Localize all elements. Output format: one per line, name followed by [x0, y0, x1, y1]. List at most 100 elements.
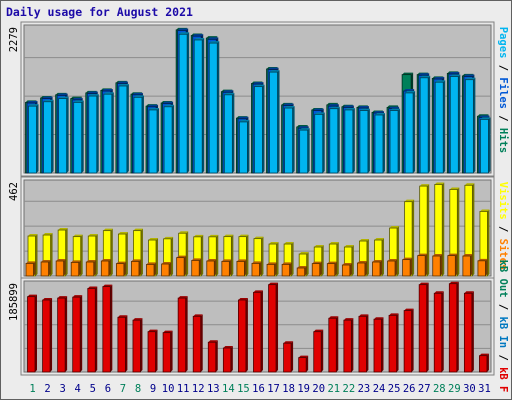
kbytes-bar-top	[419, 282, 429, 285]
pages-bar-side	[36, 104, 39, 173]
kbytes-bar-side	[155, 329, 158, 372]
sites-bar-side	[214, 259, 217, 276]
pages-bar-side	[126, 83, 129, 173]
visits-bar-side	[216, 234, 219, 276]
sites-bar-side	[259, 261, 262, 276]
sites-bar	[357, 262, 366, 277]
visits-bar-side	[442, 182, 445, 276]
pages-bar-side	[217, 41, 220, 174]
visits-bar-side	[427, 184, 430, 276]
visits-bar-top	[208, 234, 219, 237]
kbytes-bar-top	[404, 308, 414, 311]
sites-bar	[131, 261, 140, 277]
pages-bar	[434, 81, 444, 174]
visits-bar-side	[412, 199, 415, 276]
sites-bar	[55, 260, 65, 277]
day-label: 21	[327, 383, 340, 395]
pages-bar-side	[398, 108, 401, 173]
visits-bar-side	[95, 234, 98, 276]
files-bar-top	[132, 92, 143, 95]
sites-bar	[462, 255, 471, 277]
pages-bar	[359, 110, 369, 174]
kbytes-bar-side	[396, 313, 399, 372]
day-label: 15	[237, 383, 250, 395]
kbytes-bar	[463, 292, 473, 373]
files-bar-top	[222, 90, 234, 93]
kbytes-bar-side	[140, 318, 143, 372]
visits-bar-side	[80, 234, 83, 276]
sites-bar	[25, 263, 34, 277]
pages-bar	[118, 85, 128, 174]
files-bar-top	[268, 67, 279, 70]
sites-bar-side	[78, 260, 81, 276]
visits-bar-top	[434, 182, 445, 185]
kbytes-bar	[268, 284, 277, 373]
files-bar-top	[463, 74, 475, 77]
visits-bar-side	[186, 231, 189, 276]
sites-bar-side	[244, 259, 247, 276]
pages-bar-top	[299, 128, 310, 131]
pages-bar-top	[374, 112, 385, 115]
sites-bar	[176, 257, 185, 277]
visits-bar-top	[103, 228, 113, 231]
visits-bar-top	[284, 242, 294, 245]
day-label: 19	[297, 383, 310, 395]
sites-bar-side	[48, 260, 51, 276]
kbytes-bar-top	[208, 340, 218, 343]
pages-bar-side	[247, 119, 250, 173]
files-bar-top	[177, 28, 189, 31]
sites-bar-top	[26, 261, 36, 264]
kbytes-bar-side	[125, 315, 128, 372]
pages-bar-top	[465, 77, 476, 80]
pages-bar	[464, 79, 474, 174]
files-bar-top	[72, 97, 83, 100]
sites-bar-side	[319, 261, 322, 276]
visits-bar-top	[133, 228, 143, 231]
day-label: 23	[358, 383, 371, 395]
pages-bar-top	[28, 104, 39, 107]
kbytes-bar-side	[351, 318, 354, 372]
files-bar-top	[313, 108, 324, 111]
kbytes-bar-side	[306, 355, 309, 372]
files-bar-top	[388, 106, 400, 109]
sites-bar-top	[176, 255, 187, 258]
sites-bar	[161, 263, 170, 277]
kbytes-bar-top	[328, 316, 339, 319]
visits-bar-side	[201, 234, 204, 276]
visits-bar-top	[404, 199, 415, 202]
visits-bar-side	[276, 242, 279, 276]
kbytes-bar-top	[163, 330, 173, 333]
day-label: 17	[267, 383, 280, 395]
visits-bar-side	[50, 233, 53, 276]
pages-bar-top	[118, 83, 129, 86]
day-label: 16	[252, 383, 265, 395]
sites-bar-side	[199, 258, 202, 276]
sites-bar	[281, 264, 290, 277]
sites-bar-top	[206, 259, 217, 262]
files-bar-top	[207, 37, 219, 40]
kbytes-bar	[298, 357, 307, 373]
kbytes-bar-side	[336, 316, 339, 372]
visits-bar-top	[193, 234, 204, 237]
sites-bar-side	[138, 259, 141, 276]
visits-bar-top	[238, 234, 249, 237]
kbytes-bar-side	[426, 282, 429, 372]
kbytes-bar-top	[449, 281, 459, 284]
pages-bar	[389, 110, 399, 174]
files-bar-top	[343, 105, 354, 108]
pages-bar-top	[164, 104, 175, 107]
right-label-kbytes-kb-f: kB F	[497, 367, 509, 392]
sites-bar	[432, 255, 441, 277]
pages-bar	[404, 92, 414, 174]
sites-bar	[372, 261, 381, 277]
kbytes-bar	[117, 316, 126, 373]
sites-bar-top	[372, 260, 382, 263]
kbytes-bar-side	[170, 330, 173, 372]
pages-bar-side	[458, 74, 461, 173]
kbytes-bar-top	[313, 329, 324, 332]
sites-bar	[146, 264, 155, 277]
kbytes-bar	[132, 319, 141, 373]
kbytes-bar	[192, 315, 202, 373]
sites-bar-side	[410, 257, 413, 276]
visits-bar-side	[487, 209, 490, 276]
